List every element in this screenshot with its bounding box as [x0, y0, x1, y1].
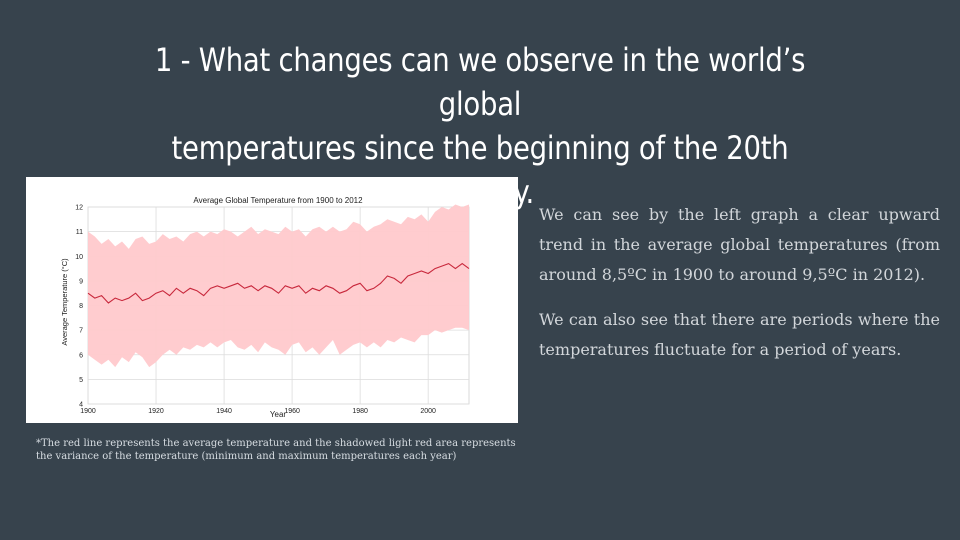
chart-title: Average Global Temperature from 1900 to …	[193, 196, 363, 205]
x-tick-label: 1980	[352, 408, 368, 415]
x-tick-label: 2000	[420, 408, 436, 415]
x-tick-label: 1940	[216, 408, 232, 415]
temperature-chart: Average Global Temperature from 1900 to …	[26, 177, 518, 423]
chart-x-axis-label: Year	[270, 410, 287, 419]
paragraph-fluctuation: We can also see that there are periods w…	[539, 310, 940, 359]
y-tick-label: 8	[79, 303, 83, 310]
y-tick-label: 6	[79, 352, 83, 359]
x-tick-label: 1960	[284, 408, 300, 415]
y-tick-label: 4	[79, 402, 83, 409]
x-tick-label: 1900	[80, 408, 96, 415]
y-tick-label: 9	[79, 278, 83, 285]
chart-y-axis-label: Average Temperature (°C)	[60, 258, 69, 346]
paragraph-trend: We can see by the left graph a clear upw…	[539, 205, 940, 284]
average-temperature-line	[87, 262, 470, 304]
y-tick-label: 12	[75, 205, 83, 212]
variance-band	[88, 204, 469, 368]
slide-title-line1: 1 - What changes can we observe in the w…	[154, 41, 806, 123]
y-tick-label: 5	[79, 377, 83, 384]
slide-body: We can see by the left graph a clear upw…	[539, 200, 940, 380]
x-tick-label: 1920	[148, 408, 164, 415]
y-tick-label: 10	[75, 254, 83, 261]
y-tick-label: 7	[79, 328, 83, 335]
chart-footnote: *The red line represents the average tem…	[36, 438, 516, 462]
temperature-chart-svg: Average Global Temperature from 1900 to …	[60, 196, 470, 419]
y-tick-label: 11	[76, 229, 83, 236]
